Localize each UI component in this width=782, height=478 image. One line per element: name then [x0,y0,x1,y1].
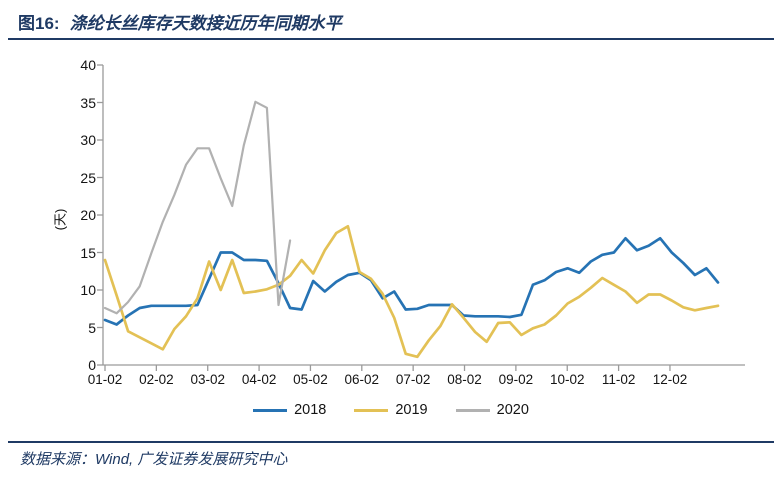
x-axis-tick-label: 08-02 [447,372,482,387]
title-divider-line [8,38,774,40]
figure-title-text: 涤纶长丝库存天数接近历年同期水平 [69,14,342,33]
legend-swatch-2020 [455,408,490,412]
legend-label-2019: 2019 [395,402,428,418]
series-line-2019 [103,224,720,359]
x-axis-tick-label: 03-02 [190,372,225,387]
footer-divider-line [8,441,774,443]
y-axis-tick-label: 25 [80,169,96,186]
x-axis-tick-label: 05-02 [293,372,328,387]
legend-item-2018: 2018 [253,402,326,418]
legend-swatch-2019 [354,408,389,412]
legend-swatch-2018 [253,408,288,412]
y-axis-tick-label: 20 [80,207,96,223]
x-axis-tick-label: 06-02 [344,372,380,387]
y-axis-tick-label: 40 [80,57,96,73]
legend-item-2019: 2019 [354,402,428,418]
figure-title: 图16: 涤纶长丝库存天数接近历年同期水平 [18,9,342,34]
y-axis-tick-label: 15 [80,244,96,261]
legend-label-2018: 2018 [294,402,327,418]
chart-legend: 2018 2019 2020 [0,402,782,418]
series-line-2018 [103,236,720,326]
figure-number-label: 图16: [18,14,60,33]
x-axis-tick-label: 01-02 [87,372,123,387]
y-axis-tick-label: 10 [80,282,96,298]
y-axis-tick-label: 30 [80,132,96,148]
data-source-note: 数据来源：Wind, 广发证券发展研究中心 [20,451,288,468]
x-axis-tick-label: 12-02 [652,372,688,387]
legend-label-2020: 2020 [496,402,529,418]
x-axis-tick-label: 09-02 [498,372,534,387]
y-axis-tick-label: 35 [80,94,96,111]
legend-item-2020: 2020 [455,402,529,418]
series-line-2020 [103,100,292,315]
y-axis-tick-label: 0 [88,357,96,373]
x-axis-tick-label: 11-02 [601,372,636,387]
x-axis-tick-label: 02-02 [139,372,174,387]
x-axis-tick-label: 04-02 [241,372,277,387]
x-axis-tick-label: 07-02 [395,372,431,387]
y-axis-tick-label: 5 [88,319,96,336]
x-axis-tick-label: 10-02 [549,372,585,387]
